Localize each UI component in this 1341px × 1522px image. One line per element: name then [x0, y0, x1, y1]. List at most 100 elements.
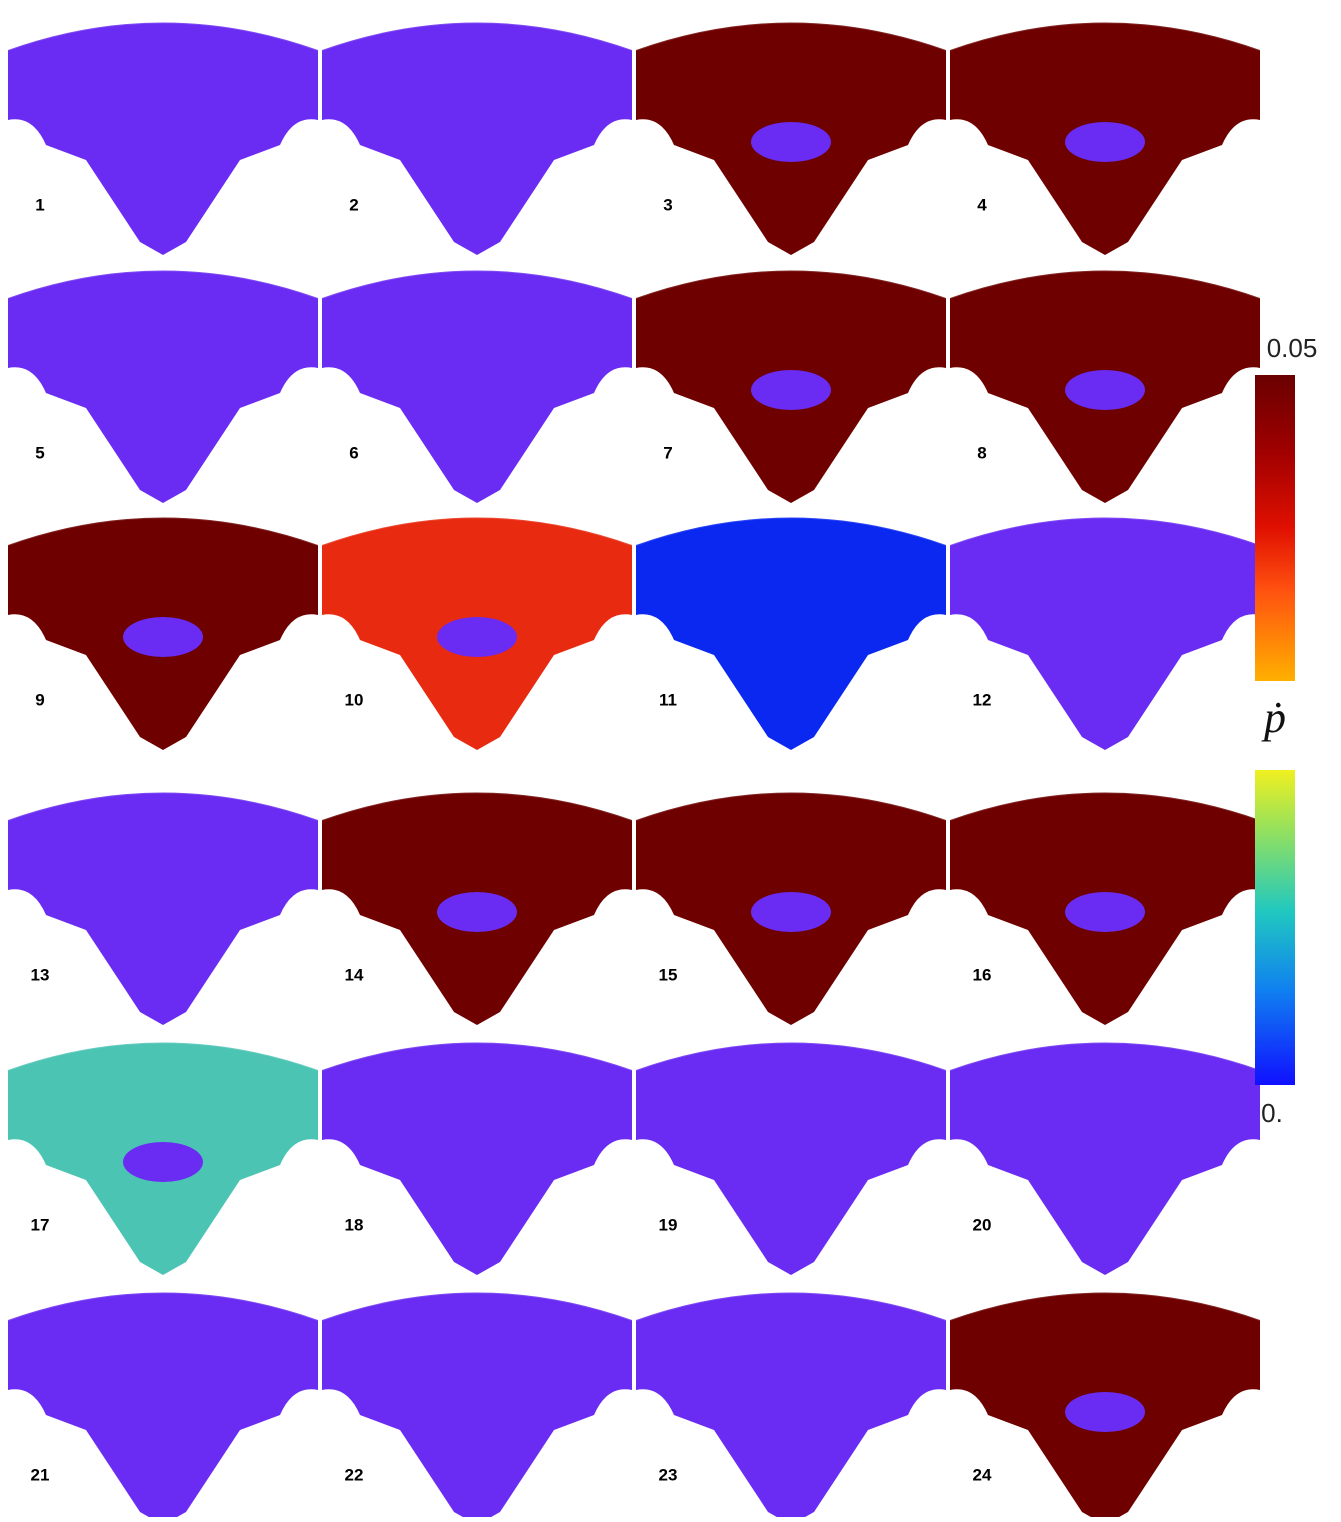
- panel: 6: [321, 269, 633, 503]
- panel-hole: [1065, 1392, 1145, 1432]
- panel-label: 7: [663, 443, 672, 462]
- panel-rim: [321, 21, 633, 51]
- panel-hole: [751, 892, 831, 932]
- panel-rim: [949, 21, 1261, 51]
- panel: 8: [949, 269, 1261, 503]
- panel-rim: [7, 269, 319, 299]
- panel-hole: [1065, 122, 1145, 162]
- panel-rim: [7, 1291, 319, 1321]
- panel-label: 19: [659, 1215, 678, 1234]
- colorbar-cool: [1255, 770, 1295, 1085]
- panel-hole: [751, 617, 831, 657]
- panel-rim: [949, 1041, 1261, 1071]
- panel-label: 22: [345, 1465, 364, 1484]
- panel-label: 2: [349, 195, 358, 214]
- panel-rim: [635, 516, 947, 546]
- panel-rim: [321, 516, 633, 546]
- panel-label: 21: [31, 1465, 50, 1484]
- panel: 20: [949, 1041, 1261, 1275]
- panel-label: 12: [973, 690, 992, 709]
- panel-label: 11: [659, 690, 677, 709]
- panel-label: 6: [349, 443, 358, 462]
- panel-hole: [1065, 617, 1145, 657]
- panel: 10: [321, 516, 633, 750]
- panel-rim: [949, 269, 1261, 299]
- panel: 23: [635, 1291, 947, 1522]
- panel-rim: [321, 791, 633, 821]
- panel: 3: [635, 21, 947, 255]
- colorbar-max: 0.05: [1267, 333, 1318, 363]
- panel-label: 1: [35, 195, 44, 214]
- panel-rim: [321, 1291, 633, 1321]
- panel-label: 8: [977, 443, 986, 462]
- panel-label: 13: [31, 965, 50, 984]
- panel-label: 3: [663, 195, 672, 214]
- panel-hole: [1065, 370, 1145, 410]
- panel-rim: [949, 1291, 1261, 1321]
- panel-rim: [7, 1041, 319, 1071]
- panel: 24: [949, 1291, 1261, 1522]
- panel: 7: [635, 269, 947, 503]
- panel: 17: [7, 1041, 319, 1275]
- panel-rim: [635, 1291, 947, 1321]
- panel-hole: [751, 1142, 831, 1182]
- panel-rim: [635, 1041, 947, 1071]
- panel-label: 15: [659, 965, 678, 984]
- panel-hole: [437, 370, 517, 410]
- panel-hole: [123, 1392, 203, 1432]
- panel-hole: [437, 1392, 517, 1432]
- panel-rim: [7, 516, 319, 546]
- panel-label: 17: [31, 1215, 50, 1234]
- panel-label: 20: [973, 1215, 992, 1234]
- panel-hole: [751, 370, 831, 410]
- panel-rim: [635, 269, 947, 299]
- panel-label: 9: [35, 690, 44, 709]
- panel-hole: [437, 122, 517, 162]
- panel-hole: [437, 1142, 517, 1182]
- panel-hole: [437, 617, 517, 657]
- colorbar: 0.05 ṗ 0.: [1255, 333, 1317, 1128]
- panel: 16: [949, 791, 1261, 1025]
- panel-label: 10: [345, 690, 364, 709]
- panel-hole: [123, 1142, 203, 1182]
- panel-rim: [949, 516, 1261, 546]
- panel: 13: [7, 791, 319, 1025]
- panel-hole: [437, 892, 517, 932]
- panel: 14: [321, 791, 633, 1025]
- panel-hole: [751, 1392, 831, 1432]
- panel: 5: [7, 269, 319, 503]
- panel-hole: [123, 122, 203, 162]
- panel-rim: [949, 791, 1261, 821]
- panel: 15: [635, 791, 947, 1025]
- panel-hole: [123, 617, 203, 657]
- panel-label: 5: [35, 443, 44, 462]
- panel: 11: [635, 516, 947, 750]
- panel: 9: [7, 516, 319, 750]
- panel: 1: [7, 21, 319, 255]
- panel-rim: [635, 21, 947, 51]
- panel-label: 14: [345, 965, 364, 984]
- panel-rim: [321, 269, 633, 299]
- colorbar-symbol: ṗ: [1261, 693, 1286, 742]
- panel: 4: [949, 21, 1261, 255]
- panel-hole: [1065, 1142, 1145, 1182]
- panel-hole: [123, 370, 203, 410]
- panel-label: 23: [659, 1465, 678, 1484]
- panel-rim: [321, 1041, 633, 1071]
- panel-label: 16: [973, 965, 992, 984]
- panel: 2: [321, 21, 633, 255]
- panel-rim: [7, 791, 319, 821]
- panel-label: 24: [973, 1465, 992, 1484]
- panel-label: 4: [977, 195, 987, 214]
- panel-hole: [751, 122, 831, 162]
- panel: 22: [321, 1291, 633, 1522]
- panel-rim: [635, 791, 947, 821]
- colorbar-min: 0.: [1261, 1098, 1283, 1128]
- panel: 18: [321, 1041, 633, 1275]
- panel-hole: [1065, 892, 1145, 932]
- colorbar-hot: [1255, 375, 1295, 681]
- panel-label: 18: [345, 1215, 364, 1234]
